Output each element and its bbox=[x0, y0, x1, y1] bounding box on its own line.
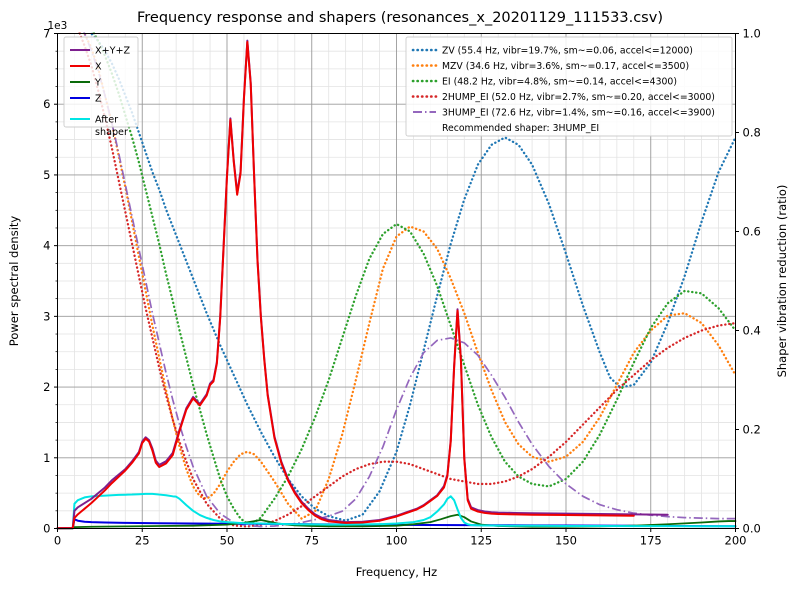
shaper-curve-ei bbox=[92, 32, 737, 525]
axis-ticks: 0 25 50 75 100 125 150 175 200 0 1 2 3 4 5 6 7 0.0 0.2 0.4 0… bbox=[43, 27, 761, 548]
xtick-label: 125 bbox=[470, 534, 492, 548]
psd-curve-x bbox=[56, 40, 635, 530]
ytick-label-left: 1 bbox=[43, 451, 50, 465]
legend-right-label-mzv: MZV (34.6 Hz, vibr=3.6%, sm~=0.17, accel… bbox=[442, 61, 689, 72]
ytick-label-left: 7 bbox=[43, 27, 50, 41]
psd-curve-after-shaper bbox=[56, 492, 737, 530]
ytick-label-right: 0.4 bbox=[743, 324, 761, 338]
shaper-curve-2hump_ei bbox=[78, 32, 737, 528]
legend-left-label-1: X bbox=[95, 62, 102, 73]
legend-left-box bbox=[63, 36, 139, 128]
ytick-label-left: 5 bbox=[43, 168, 50, 182]
legend-left-label-4: After bbox=[95, 115, 118, 126]
psd-curves-group bbox=[56, 39, 737, 530]
xtick-label: 200 bbox=[725, 534, 747, 548]
ytick-label-right: 1.0 bbox=[743, 27, 761, 41]
legend-left-label-4-line2: shaper bbox=[95, 127, 128, 138]
legend-right-label-zv: ZV (55.4 Hz, vibr=19.7%, sm~=0.06, accel… bbox=[442, 45, 693, 56]
ytick-label-right: 0.6 bbox=[743, 225, 761, 239]
legend-right-box bbox=[405, 36, 733, 137]
xtick-label: 50 bbox=[220, 534, 235, 548]
recommended-shaper-note: Recommended shaper: 3HUMP_EI bbox=[442, 123, 599, 134]
ytick-label-right: 0.8 bbox=[743, 126, 761, 140]
xtick-label: 100 bbox=[386, 534, 408, 548]
xtick-label: 25 bbox=[135, 534, 150, 548]
y-axis-label-left: Power spectral density bbox=[7, 216, 21, 347]
xtick-label: 75 bbox=[304, 534, 319, 548]
shaper-curve-mzv bbox=[82, 32, 737, 520]
ytick-label-left: 0 bbox=[43, 522, 50, 536]
ytick-label-left: 2 bbox=[43, 380, 50, 394]
ytick-label-right: 0.2 bbox=[743, 423, 761, 437]
ytick-label-left: 3 bbox=[43, 309, 50, 323]
legend-left-label-0: X+Y+Z bbox=[95, 46, 131, 57]
xtick-label: 0 bbox=[54, 534, 61, 548]
legend-right-label-3hump_ei: 3HUMP_EI (72.6 Hz, vibr=1.4%, sm~=0.16, … bbox=[442, 107, 715, 118]
y-axis-label-right: Shaper vibration reduction (ratio) bbox=[775, 185, 789, 378]
legend-right-label-ei: EI (48.2 Hz, vibr=4.8%, sm~=0.14, accel<… bbox=[442, 76, 677, 87]
xtick-label: 175 bbox=[640, 534, 662, 548]
chart-title: Frequency response and shapers (resonanc… bbox=[137, 10, 663, 26]
y-axis-offset-text: 1e3 bbox=[48, 20, 68, 32]
x-axis-label: Frequency, Hz bbox=[356, 565, 437, 579]
ytick-label-right: 0.0 bbox=[743, 522, 761, 536]
legend-left-label-3: Z bbox=[95, 94, 102, 105]
legend-left-label-2: Y bbox=[94, 78, 101, 89]
xtick-label: 150 bbox=[555, 534, 577, 548]
legend-right: ZV (55.4 Hz, vibr=19.7%, sm~=0.06, accel… bbox=[405, 36, 733, 137]
ytick-label-left: 6 bbox=[43, 97, 50, 111]
legend-right-label-2hump_ei: 2HUMP_EI (52.0 Hz, vibr=2.7%, sm~=0.20, … bbox=[442, 92, 715, 103]
ytick-label-left: 4 bbox=[43, 239, 50, 253]
